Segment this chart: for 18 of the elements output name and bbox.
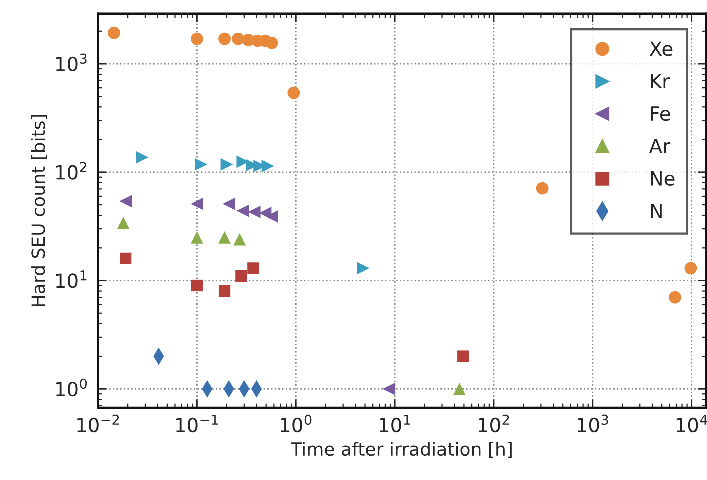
x-tick-label: 10$^{2}$ [479, 414, 510, 433]
x-tick-label: 10$^{3}$ [578, 414, 608, 433]
y-tick-label: 10$^{2}$ [56, 162, 87, 180]
x-tick-label: 10$^{0}$ [281, 414, 312, 433]
y-axis-title: Hard SEU count [bits] [31, 115, 48, 306]
legend-label: Xe [650, 42, 673, 56]
legend-label: Fe [651, 106, 670, 122]
x-tick-label: 10$^{1}$ [380, 414, 410, 433]
legend-label: Ne [651, 172, 675, 186]
y-tick-label: 10$^{3}$ [56, 54, 87, 72]
x-tick-label: 10$^{−1}$ [176, 414, 218, 433]
legend-label: Kr [651, 74, 670, 88]
y-tick-label: 10$^{0}$ [56, 378, 88, 397]
legend-label: N [651, 204, 662, 218]
y-tick-label: 10$^{1}$ [56, 270, 87, 288]
legend-label: Ar [649, 139, 671, 154]
x-tick-label: 10$^{−2}$ [78, 414, 120, 433]
x-axis-title: Time after irradiation [h] [291, 442, 512, 458]
